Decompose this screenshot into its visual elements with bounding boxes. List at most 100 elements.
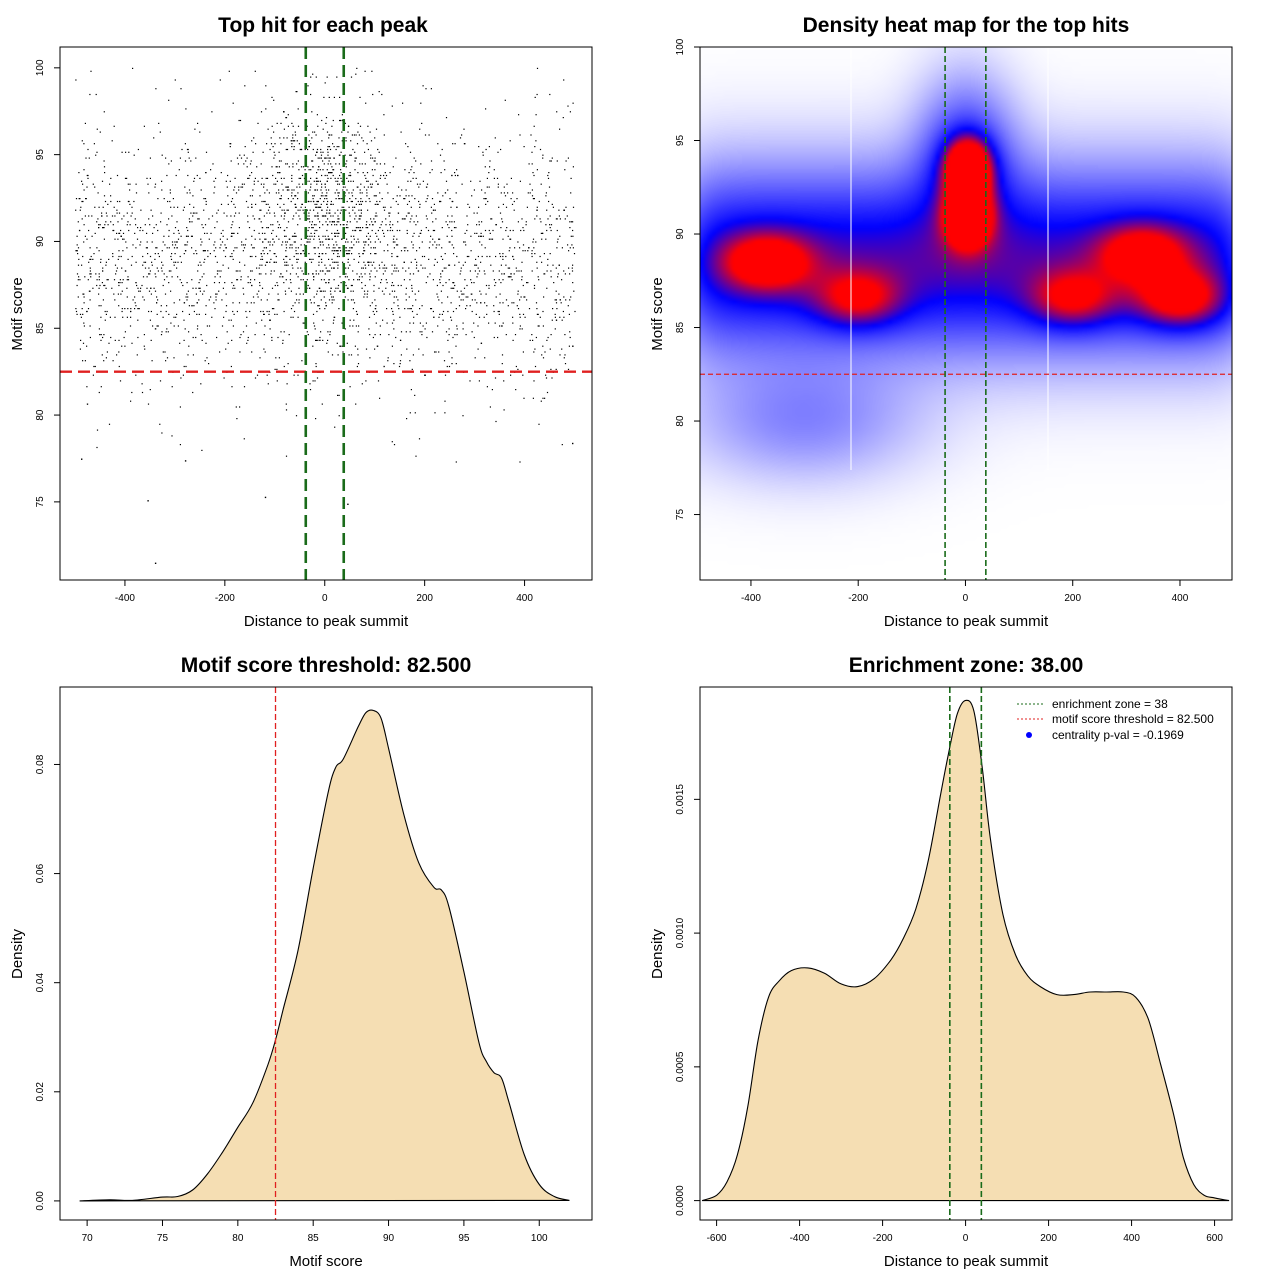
scatter-point bbox=[341, 180, 343, 182]
scatter-point bbox=[437, 192, 439, 194]
scatter-point bbox=[204, 198, 207, 200]
scatter-point bbox=[500, 227, 502, 229]
scatter-point bbox=[134, 296, 136, 298]
scatter-point bbox=[152, 325, 154, 327]
scatter-point bbox=[199, 290, 201, 292]
scatter-point bbox=[125, 151, 127, 153]
scatter-point bbox=[367, 186, 369, 188]
scatter-point bbox=[506, 227, 508, 229]
scatter-point bbox=[364, 70, 366, 72]
scatter-point bbox=[436, 244, 438, 246]
scatter-point bbox=[176, 241, 178, 243]
scatter-point bbox=[523, 229, 525, 232]
scatter-point bbox=[331, 221, 334, 223]
legend-pval-label: centrality p-val = -0.1969 bbox=[1052, 728, 1184, 742]
scatter-point bbox=[285, 279, 287, 281]
scatter-point bbox=[236, 310, 238, 313]
scatter-point bbox=[350, 235, 352, 237]
scatter-point bbox=[378, 91, 380, 93]
scatter-point bbox=[87, 308, 90, 310]
scatter-point bbox=[85, 198, 87, 200]
scatter-point bbox=[354, 151, 356, 153]
scatter-point bbox=[225, 310, 227, 313]
scatter-point bbox=[540, 221, 542, 223]
scatter-point bbox=[356, 67, 358, 69]
scatter-point bbox=[522, 374, 524, 376]
scatter-point bbox=[201, 241, 203, 243]
scatter-point bbox=[318, 264, 320, 266]
scatter-point bbox=[293, 255, 295, 258]
scatter-point bbox=[334, 261, 336, 263]
scatter-point bbox=[189, 203, 191, 205]
scatter-point bbox=[359, 192, 361, 194]
scatter-point bbox=[435, 247, 437, 249]
scatter-point bbox=[338, 192, 340, 194]
scatter-point bbox=[191, 279, 193, 281]
scatter-point bbox=[166, 174, 168, 177]
scatter-point bbox=[369, 200, 371, 203]
scatter-point bbox=[98, 227, 100, 229]
scatter-point bbox=[274, 154, 276, 156]
scatter-point bbox=[270, 143, 273, 145]
scatter-point bbox=[83, 325, 85, 327]
scatter-point bbox=[252, 151, 254, 153]
scatter-point bbox=[230, 227, 232, 229]
scatter-point bbox=[357, 238, 359, 240]
scatter-point bbox=[127, 276, 129, 278]
scatter-point bbox=[360, 209, 362, 211]
scatter-point bbox=[259, 357, 261, 359]
scatter-point bbox=[280, 143, 282, 145]
scatter-point bbox=[330, 177, 332, 179]
scatter-point bbox=[573, 253, 576, 255]
scatter-point bbox=[142, 229, 144, 232]
scatter-point bbox=[471, 293, 473, 295]
scatter-point bbox=[486, 186, 488, 188]
scatter-point bbox=[353, 244, 355, 246]
scatter-point bbox=[364, 174, 366, 177]
scatter-point bbox=[121, 282, 123, 284]
scatter-point bbox=[539, 255, 541, 258]
y-tick-label: 95 bbox=[675, 135, 686, 147]
scatter-point bbox=[87, 148, 89, 151]
scatter-point bbox=[322, 169, 324, 171]
scatter-point bbox=[267, 209, 270, 211]
scatter-point bbox=[531, 270, 533, 272]
scatter-point bbox=[328, 160, 330, 162]
scatter-point bbox=[89, 270, 91, 272]
scatter-point bbox=[165, 157, 167, 159]
scatter-point bbox=[535, 336, 537, 339]
scatter-point bbox=[368, 328, 370, 330]
scatter-point bbox=[203, 198, 205, 200]
scatter-point bbox=[286, 209, 288, 211]
scatter-point bbox=[393, 363, 395, 365]
scatter-point bbox=[445, 221, 447, 223]
scatter-point bbox=[154, 186, 156, 188]
scatter-point bbox=[206, 325, 208, 327]
distance-density-plot-area bbox=[701, 687, 1230, 1220]
scatter-point bbox=[144, 224, 146, 226]
scatter-point bbox=[412, 273, 415, 275]
scatter-point bbox=[285, 403, 287, 405]
scatter-point bbox=[291, 244, 293, 246]
scatter-point bbox=[337, 177, 339, 179]
scatter-point bbox=[418, 348, 420, 350]
scatter-point bbox=[359, 227, 361, 229]
scatter-point bbox=[190, 212, 192, 214]
scatter-point bbox=[263, 183, 265, 185]
scatter-point bbox=[289, 279, 291, 281]
scatter-point bbox=[187, 229, 189, 232]
scatter-point bbox=[319, 241, 321, 243]
scatter-point bbox=[339, 250, 342, 252]
scatter-point bbox=[305, 189, 307, 191]
scatter-point bbox=[255, 322, 257, 324]
scatter-point bbox=[259, 209, 261, 211]
scatter-point bbox=[100, 334, 102, 336]
scatter-point bbox=[260, 299, 262, 301]
scatter-point bbox=[538, 423, 540, 425]
scatter-point bbox=[175, 261, 177, 263]
scatter-point bbox=[100, 386, 102, 388]
scatter-point bbox=[451, 215, 453, 217]
scatter-point bbox=[143, 125, 145, 127]
scatter-point bbox=[279, 137, 281, 139]
scatter-point bbox=[239, 261, 241, 263]
